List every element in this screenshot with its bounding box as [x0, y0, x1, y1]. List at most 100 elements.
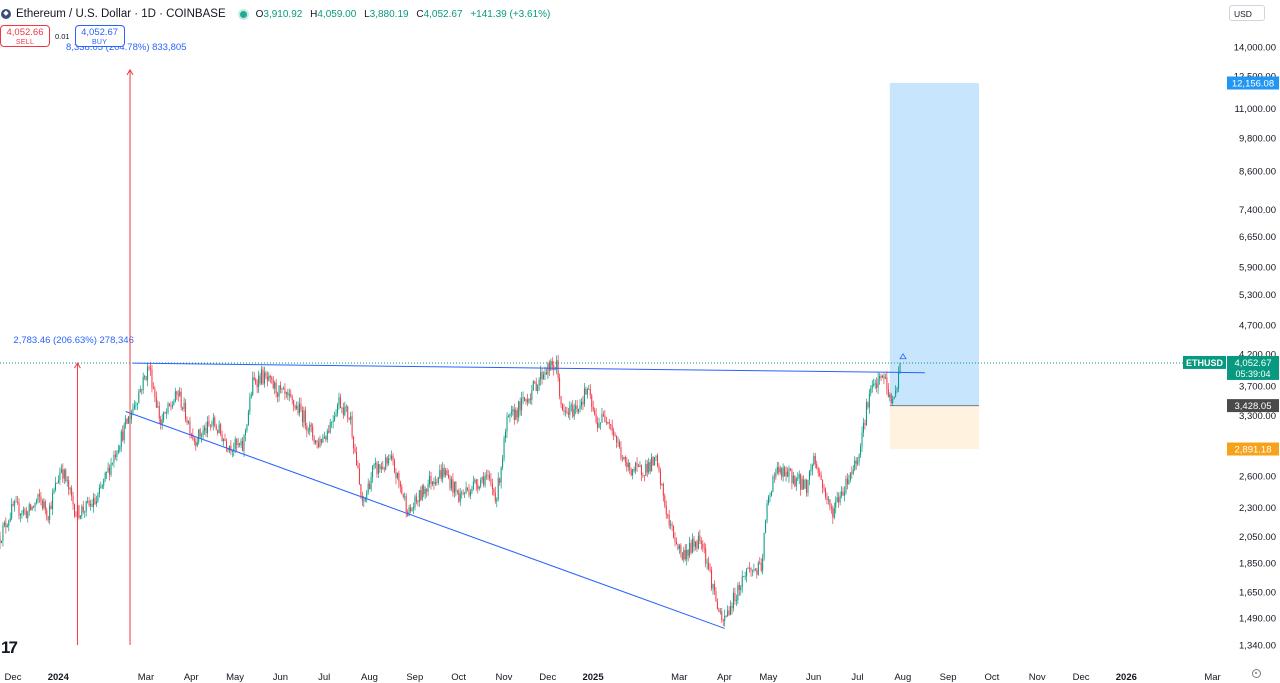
candle [109, 464, 111, 481]
candle [325, 435, 327, 442]
currency-select[interactable]: USD [1229, 5, 1265, 21]
candle-body [300, 403, 302, 410]
candle [871, 380, 873, 393]
candle [881, 374, 884, 379]
candle [595, 408, 597, 425]
candle-body [876, 383, 878, 388]
candle-body [199, 429, 201, 437]
candle [402, 493, 404, 499]
symbol-header[interactable]: ◆ Ethereum / U.S. Dollar · 1D · COINBASE… [0, 5, 550, 23]
candle [63, 468, 65, 485]
candle-body [136, 403, 138, 405]
candle [170, 401, 172, 411]
candle-body [399, 482, 401, 487]
candle [265, 370, 267, 380]
settings-gear-icon[interactable] [1252, 669, 1261, 678]
candle-body [803, 479, 805, 489]
candle-body [806, 480, 808, 493]
candle [521, 392, 523, 417]
candle-body [769, 495, 771, 497]
sell-button[interactable]: 4,052.66 SELL [0, 25, 50, 47]
candle [160, 415, 162, 430]
candle [746, 568, 748, 583]
candle [468, 483, 470, 498]
candle [195, 438, 197, 451]
candle-body [459, 493, 461, 502]
candle [738, 581, 740, 596]
candle [648, 457, 650, 475]
candle [374, 457, 377, 469]
candle-body [639, 465, 641, 467]
candle-body [395, 472, 397, 478]
candle [385, 453, 387, 471]
candle-body [640, 465, 642, 475]
candle-body [37, 494, 39, 501]
ethereum-icon: ◆ [1, 9, 11, 19]
candle [208, 415, 210, 428]
candle [598, 417, 600, 429]
candle-body [659, 470, 661, 485]
candle-body [116, 452, 118, 457]
candle-body [512, 409, 514, 412]
candle [445, 467, 447, 478]
spread-value: 0.01 [55, 31, 70, 41]
candle [481, 476, 483, 484]
candle-body [62, 468, 64, 479]
candle-body [342, 407, 344, 415]
candle-body [148, 367, 150, 368]
candle-body [72, 496, 74, 505]
candle [285, 391, 287, 399]
candle [71, 485, 73, 501]
candle-body [788, 468, 790, 477]
candle-body [706, 562, 708, 564]
candle [540, 365, 542, 386]
candle [575, 400, 577, 415]
candle [855, 457, 857, 470]
symbol-title[interactable]: Ethereum / U.S. Dollar · 1D · COINBASE [16, 8, 226, 20]
candle-body [47, 516, 49, 520]
candle [680, 543, 682, 558]
candle [652, 456, 654, 466]
candle-body [393, 460, 396, 473]
candle-body [857, 461, 859, 464]
candle [12, 500, 14, 507]
buy-button[interactable]: 4,052.67 BUY [74, 25, 125, 47]
candle [0, 540, 2, 544]
candle [78, 504, 80, 520]
candle-body [817, 468, 819, 473]
measure-arrow-2-head [126, 68, 134, 76]
x-tick-label: Aug [894, 672, 911, 683]
candle [186, 416, 188, 426]
candle-body [161, 419, 163, 425]
candle-body [560, 396, 562, 405]
candle [496, 497, 498, 508]
symbol-tag-bg [1183, 355, 1226, 369]
candle [585, 386, 587, 395]
candle-body [388, 458, 390, 464]
candle [350, 411, 352, 425]
candle [344, 401, 346, 417]
candle [642, 472, 644, 478]
candle-body [315, 440, 317, 443]
candle [617, 436, 619, 447]
candle [756, 567, 758, 579]
candle-body [274, 382, 276, 389]
candle [591, 393, 593, 412]
candle [404, 492, 406, 501]
candle [401, 484, 403, 495]
candle-body [269, 375, 271, 378]
candle [808, 469, 810, 486]
candle [775, 468, 777, 480]
candle-body [789, 468, 791, 471]
candle-body [624, 456, 626, 462]
candle [106, 471, 108, 479]
candle [873, 378, 875, 387]
y-tick-label: 4,700.00 [1239, 321, 1276, 332]
candle [391, 450, 393, 461]
candle [716, 598, 718, 610]
candle [851, 466, 853, 479]
candle-body [623, 456, 625, 459]
candle-body [711, 570, 713, 589]
candle [163, 411, 165, 423]
